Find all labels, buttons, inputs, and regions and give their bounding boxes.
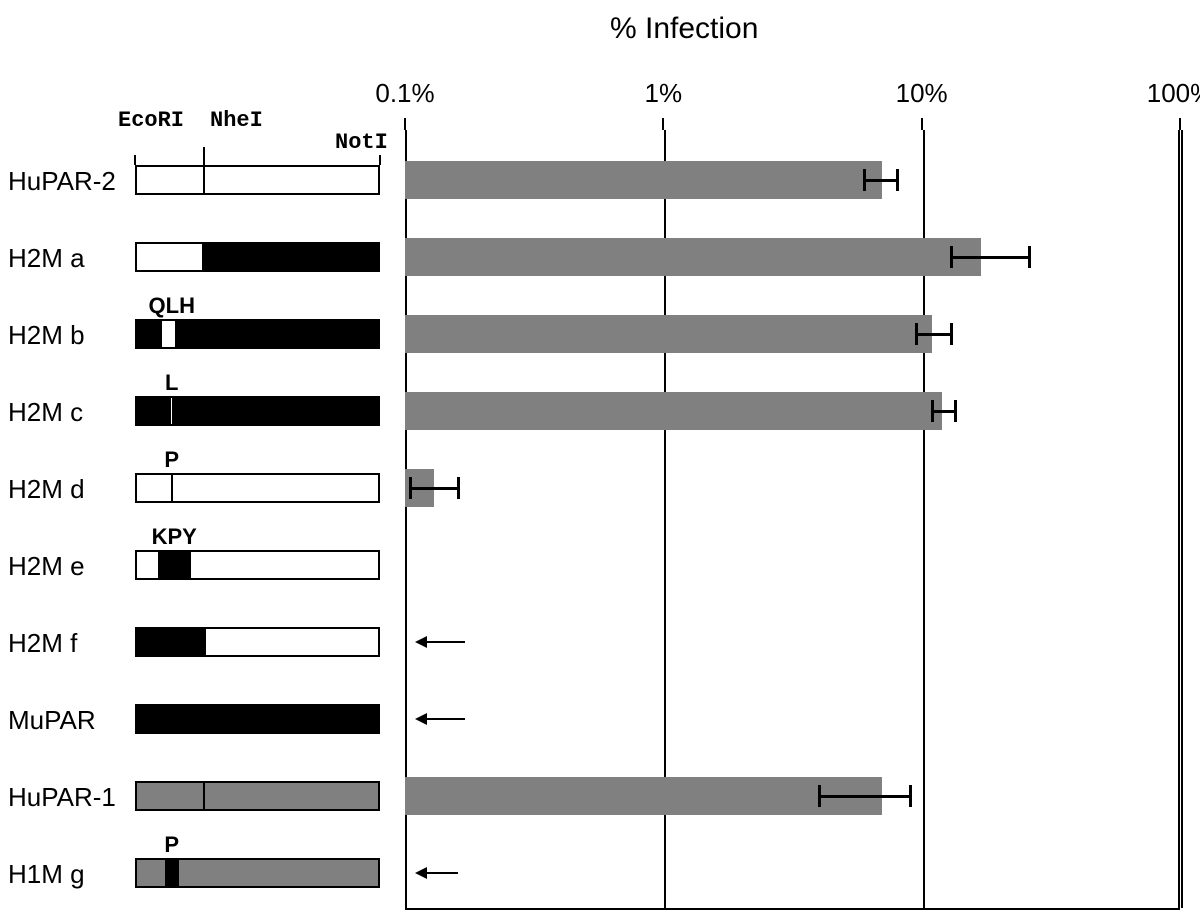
schematic-segment <box>160 550 189 580</box>
schematic <box>135 473 380 503</box>
schematic <box>135 242 380 272</box>
row-label: H2M d <box>8 474 85 505</box>
schematic-divider <box>203 165 205 195</box>
error-cap <box>1028 246 1031 268</box>
schematic <box>135 781 380 811</box>
schematic-segment <box>167 858 177 888</box>
schematic <box>135 319 380 349</box>
schematic-segment <box>135 550 160 580</box>
restriction-site-label: NotI <box>335 130 388 155</box>
error-cap <box>409 477 412 499</box>
axis-top-tick <box>404 118 406 130</box>
restriction-site-label: NheI <box>210 108 263 133</box>
error-bar <box>410 487 457 490</box>
schematic-segment <box>160 319 177 349</box>
axis-top-tick <box>662 118 664 130</box>
schematic-segment <box>135 396 169 426</box>
error-cap <box>818 785 821 807</box>
schematic <box>135 550 380 580</box>
error-cap <box>950 246 953 268</box>
schematic-segment <box>135 858 167 888</box>
row-label: H2M e <box>8 551 85 582</box>
error-cap <box>915 323 918 345</box>
error-cap <box>896 169 899 191</box>
schematic-segment <box>177 858 380 888</box>
error-cap <box>950 323 953 345</box>
below-detection-arrow <box>417 872 458 874</box>
error-cap <box>909 785 912 807</box>
error-bar <box>916 333 951 336</box>
schematic-segment <box>177 319 380 349</box>
schematic-divider <box>203 781 205 811</box>
error-cap <box>457 477 460 499</box>
schematic <box>135 858 380 888</box>
error-cap <box>863 169 866 191</box>
schematic <box>135 704 380 734</box>
schematic-segment <box>135 781 380 811</box>
error-cap <box>931 400 934 422</box>
restriction-site-tick <box>134 155 136 165</box>
below-detection-arrow <box>417 641 465 643</box>
axis-tick-label: 0.1% <box>375 78 434 109</box>
schematic-segment <box>135 627 204 657</box>
schematic-segment <box>174 396 380 426</box>
axis-top-tick <box>1179 118 1181 130</box>
mutation-label: P <box>164 832 179 858</box>
error-bar <box>864 179 896 182</box>
data-bar <box>405 777 882 815</box>
axis-tick-label: 10% <box>896 78 948 109</box>
mutation-label: L <box>165 370 178 396</box>
restriction-site-label: EcoRI <box>118 108 184 133</box>
gridline <box>1181 130 1183 908</box>
row-label: HuPAR-1 <box>8 782 116 813</box>
row-label: H2M c <box>8 397 83 428</box>
row-label: H2M f <box>8 628 77 659</box>
axis-tick-label: 100% <box>1147 78 1200 109</box>
row-label: MuPAR <box>8 705 96 736</box>
error-bar <box>951 256 1029 259</box>
data-bar <box>405 315 932 353</box>
row-label: HuPAR-2 <box>8 166 116 197</box>
error-bar <box>819 795 910 798</box>
axis-tick-label: 1% <box>645 78 683 109</box>
data-bar <box>405 238 981 276</box>
row-label: H1M g <box>8 859 85 890</box>
error-bar <box>932 410 955 413</box>
schematic-divider <box>171 473 173 503</box>
mutation-label: QLH <box>149 293 195 319</box>
error-cap <box>954 400 957 422</box>
schematic <box>135 627 380 657</box>
schematic <box>135 165 380 195</box>
restriction-site-tick <box>203 147 205 165</box>
row-label: H2M a <box>8 243 85 274</box>
restriction-site-tick <box>379 155 381 165</box>
x-axis-title: % Infection <box>610 12 758 46</box>
schematic-segment <box>204 242 380 272</box>
figure: % Infection 0.1% 1% 10% 100% EcoRI NheI NotI Hu… <box>0 0 1200 921</box>
axis-top-tick <box>921 118 923 130</box>
schematic <box>135 396 380 426</box>
mutation-label: P <box>164 447 179 473</box>
schematic-segment <box>135 704 380 734</box>
schematic-segment <box>135 319 160 349</box>
mutation-label: KPY <box>152 524 197 550</box>
schematic-segment <box>204 627 380 657</box>
row-label: H2M b <box>8 320 85 351</box>
data-bar <box>405 392 942 430</box>
below-detection-arrow <box>417 718 465 720</box>
schematic-segment <box>135 165 380 195</box>
data-bar <box>405 161 882 199</box>
schematic-segment <box>189 550 380 580</box>
schematic-segment <box>135 242 204 272</box>
